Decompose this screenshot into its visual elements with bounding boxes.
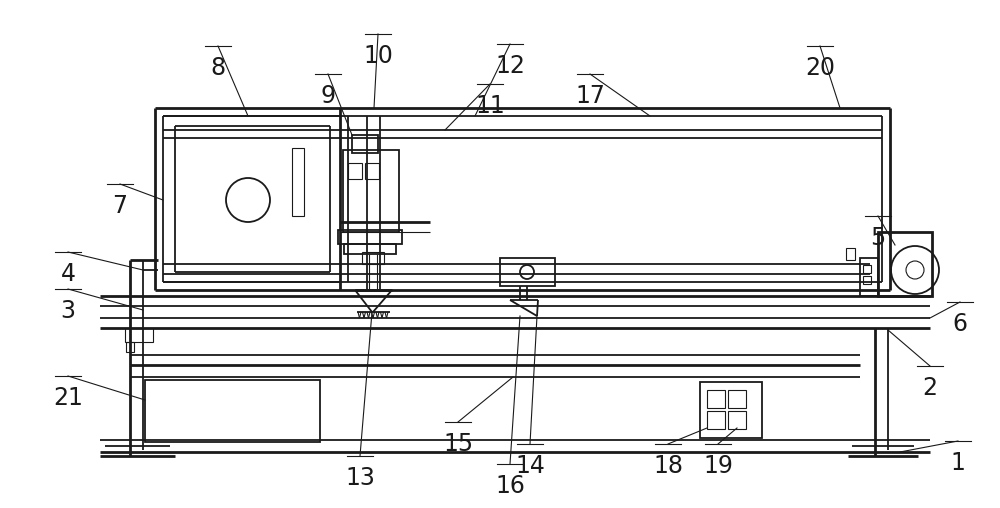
Bar: [700, 382, 762, 438]
Bar: [125, 328, 153, 342]
Bar: [863, 265, 871, 273]
Bar: [292, 148, 304, 216]
Text: 18: 18: [653, 454, 683, 478]
Text: 16: 16: [495, 474, 525, 498]
Text: 11: 11: [475, 94, 505, 118]
Text: 21: 21: [53, 386, 83, 410]
Bar: [707, 411, 725, 429]
Bar: [878, 232, 932, 296]
Text: 2: 2: [922, 376, 938, 400]
Text: 5: 5: [870, 226, 886, 250]
Bar: [728, 411, 746, 429]
Bar: [145, 380, 320, 442]
Text: 13: 13: [345, 466, 375, 490]
Text: 14: 14: [515, 454, 545, 478]
Bar: [728, 390, 746, 408]
Text: 15: 15: [443, 432, 473, 456]
Text: 17: 17: [575, 84, 605, 108]
Bar: [348, 163, 362, 179]
Bar: [126, 342, 134, 352]
Bar: [365, 163, 379, 179]
Text: 1: 1: [951, 451, 965, 475]
Bar: [500, 258, 555, 286]
Text: 10: 10: [363, 44, 393, 68]
Text: 3: 3: [60, 299, 76, 323]
Text: 19: 19: [703, 454, 733, 478]
Bar: [343, 150, 399, 232]
Bar: [860, 258, 878, 296]
Bar: [344, 244, 396, 254]
Text: 12: 12: [495, 54, 525, 78]
Text: 20: 20: [805, 56, 835, 80]
Text: 7: 7: [112, 194, 128, 218]
Bar: [338, 230, 402, 244]
Bar: [352, 135, 378, 153]
Bar: [362, 252, 384, 264]
Text: 8: 8: [210, 56, 226, 80]
Bar: [846, 248, 855, 260]
Text: 9: 9: [320, 84, 336, 108]
Bar: [707, 390, 725, 408]
Bar: [863, 276, 871, 284]
Text: 6: 6: [952, 312, 968, 336]
Text: 4: 4: [60, 262, 76, 286]
